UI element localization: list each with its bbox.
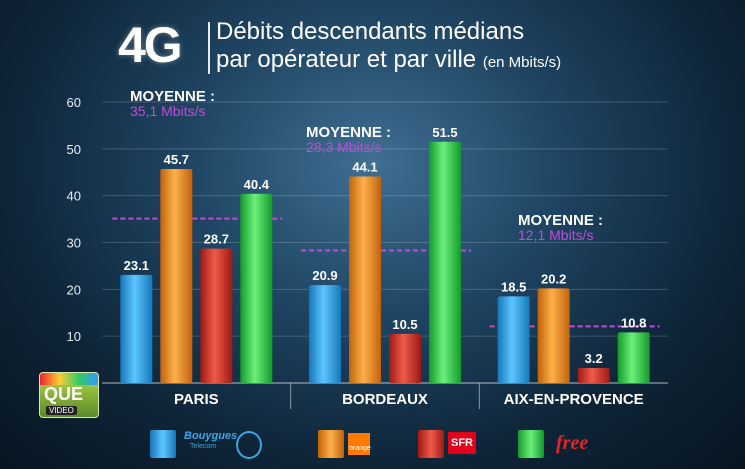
average-value: 35,1 Mbits/s [130,103,206,119]
orange-logo-icon [348,433,370,455]
bar [240,193,273,383]
category-label: AIX-EN-PROVENCE [504,391,644,408]
bar [349,176,381,383]
bar-value-label: 3.2 [585,351,603,366]
title-separator [208,22,210,74]
labels-layer: 23.1 45.7 28.7 40.4 PARIS 20.9 44.1 10.5 51.5 BOR… [124,125,647,408]
bar [429,141,461,383]
average-label: MOYENNE : [130,88,216,105]
logo-stripe [40,373,98,385]
bar [160,168,193,383]
average-paris: MOYENNE : 35,1 Mbits/s [130,88,215,119]
bar-value-label: 20.9 [312,268,337,283]
legend-swatch-bouygues [150,430,176,458]
bar [497,296,530,383]
y-tick-label: 40 [67,189,81,204]
y-tick-label: 10 [67,329,81,344]
bar-value-label: 40.4 [244,177,270,192]
bar [200,248,233,383]
bar [389,333,421,383]
grid-layer: 10 20 30 40 50 60 [67,95,668,409]
bar-value-label: 51.5 [432,125,457,140]
bouygues-logo-icon [236,431,262,459]
legend-label-sfr: SFR [448,432,476,454]
y-tick-label: 20 [67,282,81,297]
legend-swatch-sfr [418,430,444,458]
bar-value-label: 23.1 [124,258,149,273]
bar [309,285,341,383]
bars-layer [120,141,650,383]
legend-label-bouygues: Bouygues [184,430,238,442]
bar [577,368,610,383]
bar-value-label: 44.1 [352,159,377,174]
logo-subtext: VIDEO [46,406,77,415]
bar-value-label: 20.2 [541,271,566,286]
legend-swatch-free [518,430,544,458]
bar-value-label: 45.7 [164,152,189,167]
average-value: 28,3 Mbits/s [306,139,382,155]
y-tick-label: 60 [67,95,81,110]
category-label: PARIS [174,391,219,408]
title-line-2: par opérateur et par ville (en Mbits/s) [216,46,561,74]
title-4g: 4G [118,17,183,73]
title-line-2-text: par opérateur et par ville [216,46,477,73]
bar-value-label: 18.5 [501,279,526,294]
y-tick-label: 30 [67,236,81,251]
legend-label-free: free [556,432,589,454]
channel-logo: QUE VIDEO [39,372,99,418]
bar-value-label: 10.5 [392,317,417,332]
legend-sublabel-bouygues: Telecom [190,443,217,450]
title-line-1: Débits descendants médians [216,18,525,45]
average-label: MOYENNE : [306,124,392,141]
bar [120,274,153,383]
legend-swatch-orange [318,430,344,458]
legend-label-orange: orange [349,445,371,452]
average-value: 12,1 Mbits/s [518,227,594,243]
average-bordeaux: MOYENNE : 28,3 Mbits/s [306,124,391,155]
bar [617,332,650,383]
bar [537,288,570,383]
y-tick-label: 50 [67,142,81,157]
category-label: BORDEAUX [342,391,428,408]
bar-value-label: 10.8 [621,315,646,330]
bar-value-label: 28.7 [204,232,229,247]
average-label: MOYENNE : [518,212,604,229]
title-unit: (en Mbits/s) [482,54,562,71]
logo-text: QUE [44,384,84,404]
average-aix: MOYENNE : 12,1 Mbits/s [518,212,603,243]
